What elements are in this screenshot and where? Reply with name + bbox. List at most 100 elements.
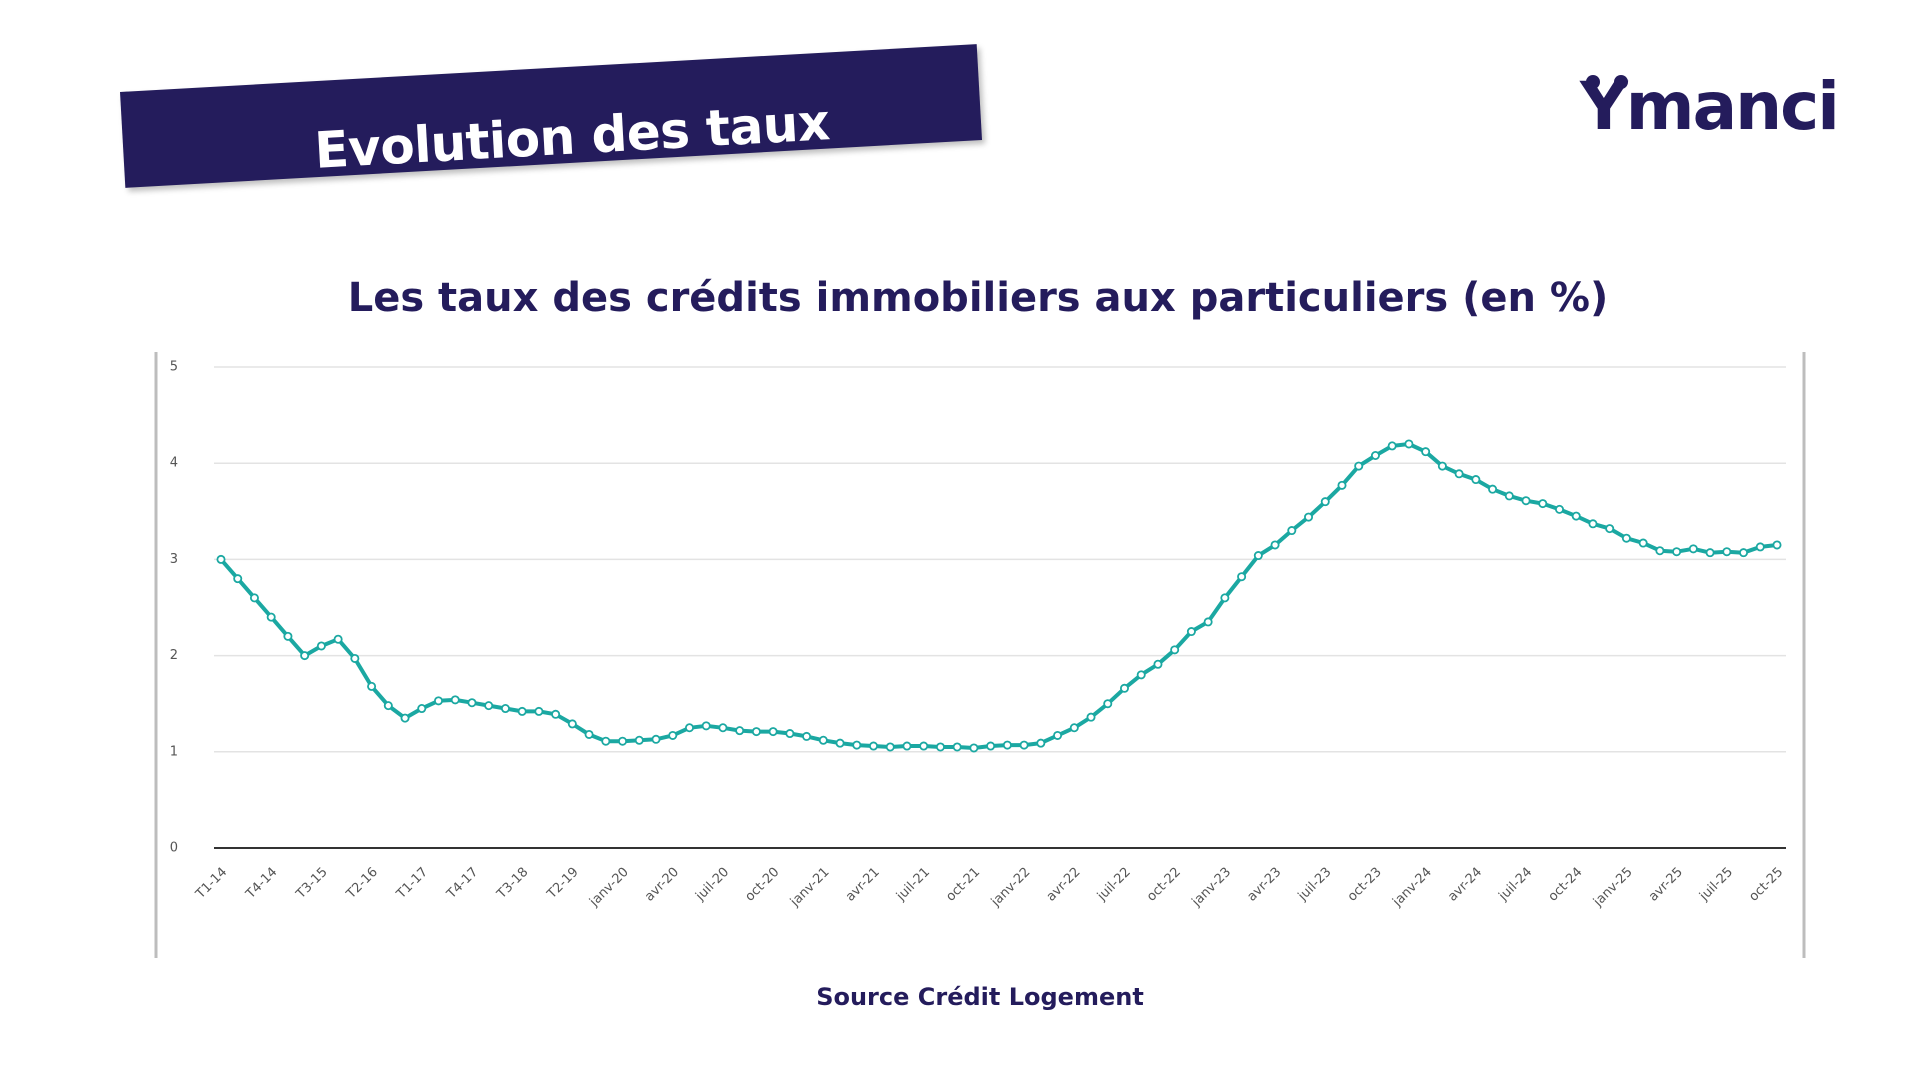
point bbox=[1370, 451, 1380, 461]
point bbox=[249, 593, 259, 603]
x-tick-label: janv-24 bbox=[1389, 865, 1435, 911]
point bbox=[835, 738, 845, 748]
point bbox=[1186, 627, 1196, 637]
point bbox=[584, 729, 594, 739]
point bbox=[350, 653, 360, 663]
y-tick-label: 5 bbox=[170, 360, 178, 375]
point bbox=[735, 726, 745, 736]
point bbox=[1304, 512, 1314, 522]
point bbox=[500, 704, 510, 714]
point bbox=[1554, 504, 1564, 514]
point bbox=[1136, 670, 1146, 680]
point bbox=[919, 741, 929, 751]
point bbox=[417, 704, 427, 714]
point bbox=[283, 631, 293, 641]
point bbox=[634, 735, 644, 745]
point bbox=[1488, 484, 1498, 494]
point bbox=[718, 723, 728, 733]
x-tick-label: oct-22 bbox=[1144, 865, 1184, 905]
x-tick-label: oct-21 bbox=[943, 865, 983, 905]
point bbox=[233, 574, 243, 584]
point bbox=[1069, 723, 1079, 733]
line bbox=[219, 442, 1778, 750]
point bbox=[1571, 511, 1581, 521]
x-tick-label: avr-24 bbox=[1445, 865, 1485, 905]
point bbox=[751, 727, 761, 737]
x-tick-label: janv-20 bbox=[586, 865, 632, 911]
x-tick-label: oct-25 bbox=[1746, 865, 1786, 905]
point bbox=[1538, 499, 1548, 509]
point bbox=[1605, 524, 1615, 534]
point bbox=[1672, 547, 1682, 557]
point bbox=[1504, 491, 1514, 501]
x-tick-label: oct-23 bbox=[1345, 865, 1385, 905]
point bbox=[785, 729, 795, 739]
point bbox=[400, 713, 410, 723]
chart-title: Les taux des crédits immobiliers aux par… bbox=[348, 275, 1609, 321]
point bbox=[1387, 441, 1397, 451]
x-tick-label: avr-21 bbox=[843, 865, 883, 905]
point bbox=[818, 735, 828, 745]
x-tick-label: juil-24 bbox=[1496, 865, 1536, 905]
point bbox=[986, 741, 996, 751]
x-tick-label: T2-19 bbox=[544, 865, 582, 903]
logo: Ymanci bbox=[1580, 68, 1840, 145]
x-tick-label: juil-20 bbox=[692, 865, 732, 905]
x-tick-label: avr-25 bbox=[1646, 865, 1686, 905]
x-tick-label: avr-20 bbox=[642, 865, 682, 905]
point bbox=[1103, 699, 1113, 709]
point bbox=[1036, 738, 1046, 748]
point bbox=[1019, 740, 1029, 750]
x-tick-label: avr-22 bbox=[1044, 865, 1084, 905]
point bbox=[1772, 540, 1782, 550]
point bbox=[1705, 548, 1715, 558]
point bbox=[1337, 480, 1347, 490]
point bbox=[1270, 540, 1280, 550]
point bbox=[1471, 475, 1481, 485]
point bbox=[1053, 730, 1063, 740]
point bbox=[551, 709, 561, 719]
point bbox=[701, 721, 711, 731]
point bbox=[367, 681, 377, 691]
point bbox=[618, 736, 628, 746]
x-tick-label: T1-14 bbox=[193, 865, 231, 903]
point bbox=[1170, 645, 1180, 655]
point bbox=[383, 701, 393, 711]
x-tick-label: juil-21 bbox=[893, 865, 933, 905]
point bbox=[1638, 538, 1648, 548]
point bbox=[952, 742, 962, 752]
point bbox=[484, 701, 494, 711]
point bbox=[869, 741, 879, 751]
x-tick-label: T3-18 bbox=[494, 865, 532, 903]
x-tick-label: juil-25 bbox=[1696, 865, 1736, 905]
point bbox=[1153, 659, 1163, 669]
point bbox=[651, 734, 661, 744]
point bbox=[1688, 544, 1698, 554]
point bbox=[1237, 572, 1247, 582]
x-tick-label: T3-15 bbox=[293, 865, 331, 903]
point bbox=[852, 740, 862, 750]
point bbox=[684, 723, 694, 733]
point bbox=[1588, 519, 1598, 529]
point bbox=[567, 719, 577, 729]
y-tick-label: 2 bbox=[170, 648, 178, 663]
point bbox=[1521, 496, 1531, 506]
point bbox=[1287, 526, 1297, 536]
x-tick-label: janv-25 bbox=[1590, 865, 1636, 911]
x-tick-label: janv-22 bbox=[988, 865, 1034, 911]
x-tick-label: avr-23 bbox=[1244, 865, 1284, 905]
point bbox=[316, 641, 326, 651]
y-tick-label: 4 bbox=[170, 456, 178, 471]
logo-dots bbox=[1586, 75, 1628, 89]
point bbox=[1621, 533, 1631, 543]
point bbox=[1220, 593, 1230, 603]
point bbox=[1320, 497, 1330, 507]
point bbox=[1739, 548, 1749, 558]
point bbox=[517, 706, 527, 716]
point bbox=[902, 741, 912, 751]
point bbox=[935, 742, 945, 752]
point bbox=[450, 695, 460, 705]
point bbox=[1354, 461, 1364, 471]
x-tick-label: T4-14 bbox=[243, 865, 281, 903]
